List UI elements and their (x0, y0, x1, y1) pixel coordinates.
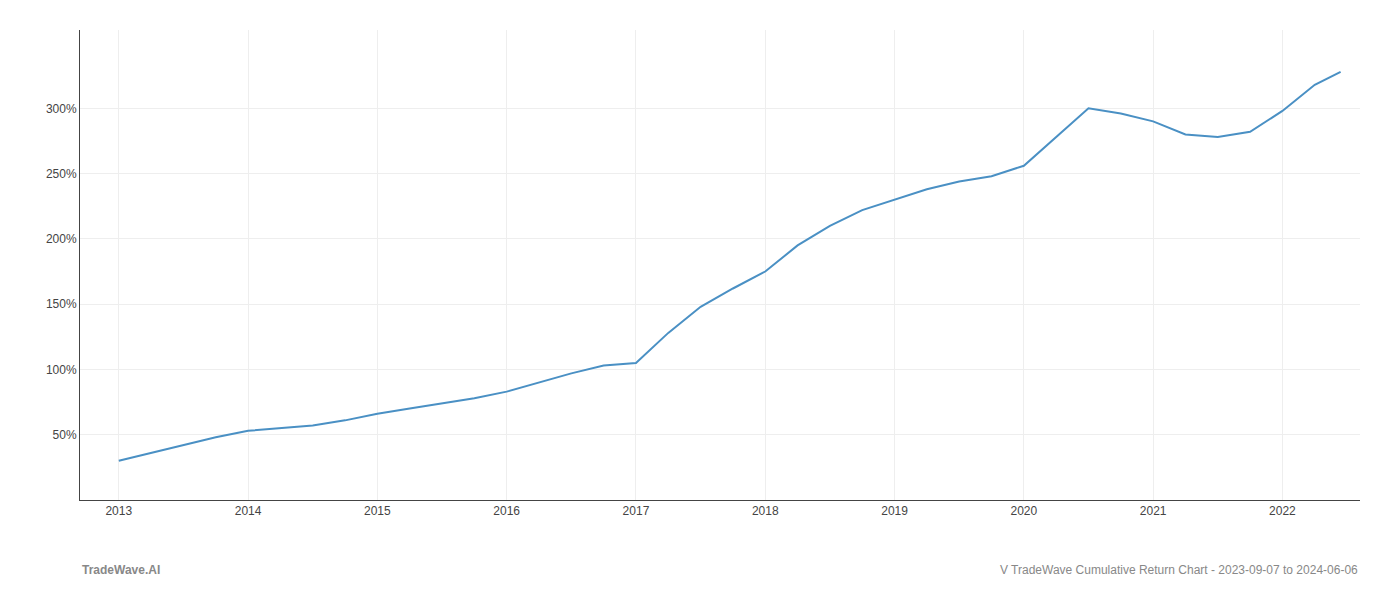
svg-text:2016: 2016 (493, 504, 520, 518)
svg-text:TradeWave.AI: TradeWave.AI (82, 563, 160, 577)
svg-text:V TradeWave Cumulative Return: V TradeWave Cumulative Return Chart - 20… (1000, 563, 1358, 577)
svg-text:2022: 2022 (1269, 504, 1296, 518)
svg-text:2020: 2020 (1010, 504, 1037, 518)
svg-text:2015: 2015 (364, 504, 391, 518)
svg-text:100%: 100% (46, 363, 77, 377)
svg-text:200%: 200% (46, 232, 77, 246)
svg-text:150%: 150% (46, 297, 77, 311)
svg-text:250%: 250% (46, 167, 77, 181)
svg-text:2018: 2018 (752, 504, 779, 518)
svg-text:2017: 2017 (623, 504, 650, 518)
svg-text:2013: 2013 (105, 504, 132, 518)
svg-text:300%: 300% (46, 102, 77, 116)
svg-text:2014: 2014 (235, 504, 262, 518)
svg-text:2019: 2019 (881, 504, 908, 518)
svg-text:2021: 2021 (1140, 504, 1167, 518)
svg-text:50%: 50% (53, 428, 77, 442)
